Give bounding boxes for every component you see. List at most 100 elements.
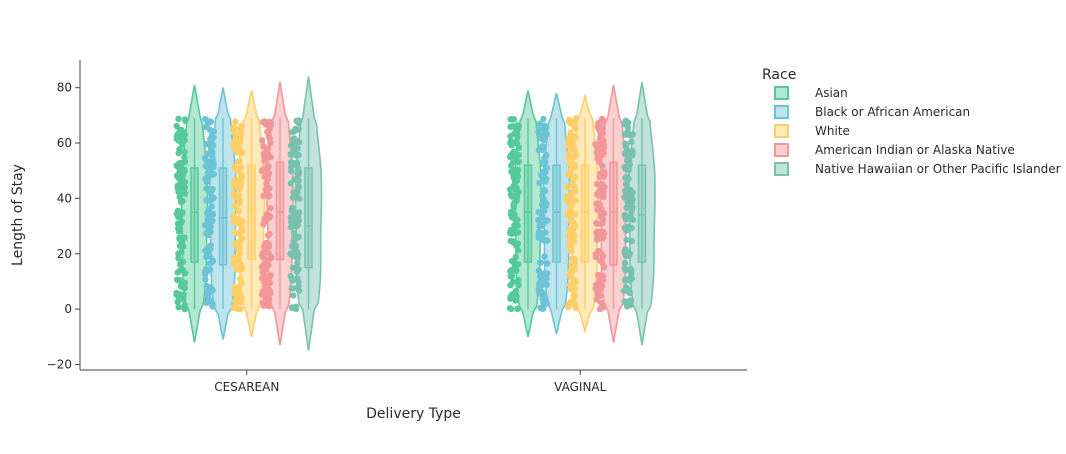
violin-box [218,167,228,266]
data-point [288,159,295,166]
data-point [202,271,209,278]
legend-item: Black or African American [774,105,970,119]
data-point [232,118,239,126]
data-point [210,163,217,171]
data-point [230,179,238,186]
legend: Race Asian Black or African American White… [762,67,1061,176]
x-axis-title: Delivery Type [366,406,461,422]
violin-box [304,167,313,269]
y-tick-label: −20 [47,357,72,371]
violin-box [523,164,533,263]
data-point [288,276,296,284]
data-point [622,131,630,138]
data-point [288,168,295,175]
data-point [565,150,572,157]
data-point [238,227,246,235]
data-point [572,173,579,181]
data-point [536,179,543,187]
data-point [230,212,237,219]
data-point [235,305,242,313]
data-point [175,255,182,262]
legend-item: Asian [774,86,848,100]
data-point [507,191,515,199]
data-point [623,157,631,164]
data-point [174,298,181,306]
x-ticks: CESAREAN VAGINAL [214,370,607,394]
data-point [176,261,184,268]
data-point [174,220,182,227]
data-point [292,233,299,240]
data-point [535,234,542,241]
data-point [593,200,600,207]
violin-box [552,164,561,263]
y-ticks: −20 0 20 40 60 80 [47,81,80,371]
data-point [232,146,239,154]
violin-box [275,161,285,261]
legend-label: Asian [815,86,848,100]
legend-item: Native Hawaiian or Other Pacific Islande… [774,162,1061,176]
violin-box [247,164,256,261]
violin-group [173,84,209,343]
data-point [600,263,608,271]
data-point [260,166,267,173]
data-point [289,194,296,201]
data-point [623,236,630,243]
data-point [175,213,182,221]
data-point [507,139,514,147]
data-point [507,268,514,275]
data-point [295,209,303,216]
violin-box [609,161,618,266]
legend-swatch [774,162,789,176]
data-point [239,218,246,225]
data-point [506,153,514,161]
data-point [173,162,180,169]
data-point [600,189,607,196]
data-point [537,220,545,227]
data-point [230,254,238,261]
data-point [181,185,188,192]
data-point [206,118,213,125]
data-point [235,287,242,294]
violin-box [580,164,590,263]
data-point [595,289,602,296]
x-tick-label: CESAREAN [214,380,279,394]
data-point [288,151,295,159]
violin-group [620,81,656,346]
plot-area [173,76,656,351]
legend-swatch [774,86,789,100]
data-point [231,138,238,146]
data-point [507,230,514,237]
y-tick-label: 40 [57,191,72,205]
data-point [629,216,637,223]
data-point [507,211,515,218]
legend-label: American Indian or Alaska Native [815,143,1015,157]
data-point [290,241,297,248]
data-point [175,250,182,257]
data-point [535,126,543,133]
violin-box [190,167,199,263]
violin-group [258,81,294,346]
data-point [622,165,629,172]
violin-group [230,90,266,337]
data-point [535,267,542,274]
data-point [296,195,303,202]
data-point [289,264,297,271]
data-point [593,220,600,227]
data-point [202,123,209,131]
data-point [293,117,300,125]
data-point [508,116,515,123]
data-point [593,229,600,236]
data-point [174,276,181,283]
data-point [565,118,572,125]
data-point [623,173,630,181]
data-point [290,292,297,299]
data-point [593,296,600,303]
legend-items: Asian Black or African American White Ameri… [774,86,1061,176]
data-point [515,188,522,196]
data-point [509,123,516,130]
data-point [289,128,296,136]
data-point [508,305,515,313]
data-point [515,158,522,166]
data-point [204,295,211,303]
data-point [507,282,514,289]
